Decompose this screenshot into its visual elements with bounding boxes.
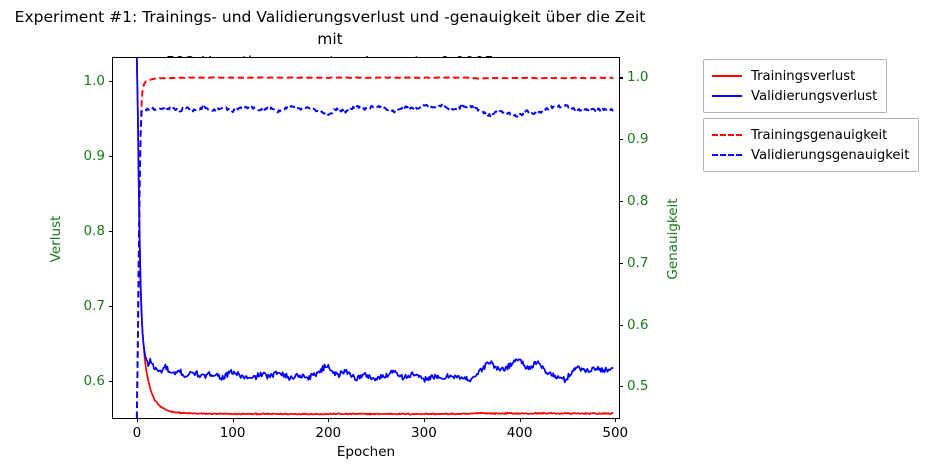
legend-label: Validierungsgenauigkeit xyxy=(751,147,910,163)
x-axis-tick-label: 500 xyxy=(602,425,629,441)
legend-label: Trainingsgenauigkeit xyxy=(751,127,888,143)
legend-accuracy: Trainingsgenauigkeit Validierungsgenauigk… xyxy=(703,118,920,172)
y-axis-right-title: Genauigkeit xyxy=(665,198,681,280)
x-axis-tick-label: 200 xyxy=(315,425,342,441)
legend-swatch-solid-line-icon xyxy=(712,70,742,82)
y-axis-right-tick-mark xyxy=(619,77,623,79)
series-line-validierungsverlust xyxy=(135,58,614,384)
x-axis-tick-mark xyxy=(423,418,426,422)
y-axis-right-tick-label: 0.7 xyxy=(627,254,649,271)
x-axis-tick-mark xyxy=(328,418,330,422)
legend-item-trainingsverlust[interactable]: Trainingsverlust xyxy=(712,66,877,86)
legend-swatch-solid-line-icon xyxy=(712,90,742,102)
legend-label: Validierungsverlust xyxy=(751,88,878,104)
y-axis-left-tick-mark xyxy=(109,156,113,158)
x-axis-tick-mark xyxy=(615,418,617,422)
x-axis-tick-label: 0 xyxy=(132,425,142,441)
legend-loss: Trainingsverlust Validierungsverlust xyxy=(703,59,888,113)
legend-label: Trainingsverlust xyxy=(751,68,856,84)
y-axis-right-tick-label: 1.0 xyxy=(627,69,649,86)
y-axis-left-tick-label: 0.8 xyxy=(83,223,105,240)
y-axis-right-tick-mark xyxy=(619,324,623,326)
y-axis-right-tick-mark xyxy=(619,386,623,388)
y-axis-left-tick-mark xyxy=(109,231,113,233)
x-axis-tick-mark xyxy=(136,418,138,422)
y-axis-left-tick-label: 0.7 xyxy=(83,298,105,315)
y-axis-left-tick-label: 1.0 xyxy=(83,73,105,90)
y-axis-right-tick-label: 0.6 xyxy=(627,316,649,333)
series-line-trainingsgenauigkeit xyxy=(135,76,614,418)
y-axis-left-tick-label: 0.6 xyxy=(83,373,105,390)
y-axis-right-tick-label: 0.5 xyxy=(627,378,649,395)
legend-swatch-dashed-line-icon xyxy=(712,129,742,141)
legend-item-validierungsgenauigkeit[interactable]: Validierungsgenauigkeit xyxy=(712,145,909,165)
series-lines xyxy=(135,58,614,418)
y-axis-right-tick-label: 0.8 xyxy=(627,193,649,209)
x-axis-tick-mark xyxy=(232,418,234,422)
y-axis-left-tick-label: 0.9 xyxy=(83,148,105,165)
y-axis-right-tick-mark xyxy=(619,262,623,264)
legend-item-trainingsgenauigkeit[interactable]: Trainingsgenauigkeit xyxy=(712,125,909,145)
y-axis-left-tick-mark xyxy=(109,381,113,383)
series-line-trainingsverlust xyxy=(135,58,614,416)
x-axis-tick-label: 300 xyxy=(411,425,437,441)
legend-swatch-dashed-line-icon xyxy=(712,149,742,161)
y-axis-left-tick-mark xyxy=(109,81,113,83)
y-axis-right-tick-mark xyxy=(619,201,623,203)
y-axis-left-tick-mark xyxy=(109,306,113,308)
chart-title-line-1: Experiment #1: Trainings- und Validierun… xyxy=(14,8,646,49)
x-axis-title: Epochen xyxy=(336,444,396,460)
x-axis-tick-label: 400 xyxy=(506,425,533,441)
y-axis-left-title: Verlust xyxy=(48,215,64,263)
x-axis-tick-label: 100 xyxy=(219,425,246,441)
legend-item-validierungsverlust[interactable]: Validierungsverlust xyxy=(712,86,877,106)
y-axis-right-tick-mark xyxy=(619,139,623,141)
plot-area: 0.6 0.7 0.8 0.9 1.0 0.5 0.6 0.7 0.8 0.9 1.0 0 100 2… xyxy=(84,57,648,441)
series-canvas xyxy=(113,58,619,418)
series-line-validierungsgenauigkeit xyxy=(135,103,614,418)
y-axis-right-tick-label: 0.9 xyxy=(627,131,649,148)
x-axis-tick-mark xyxy=(519,418,521,422)
